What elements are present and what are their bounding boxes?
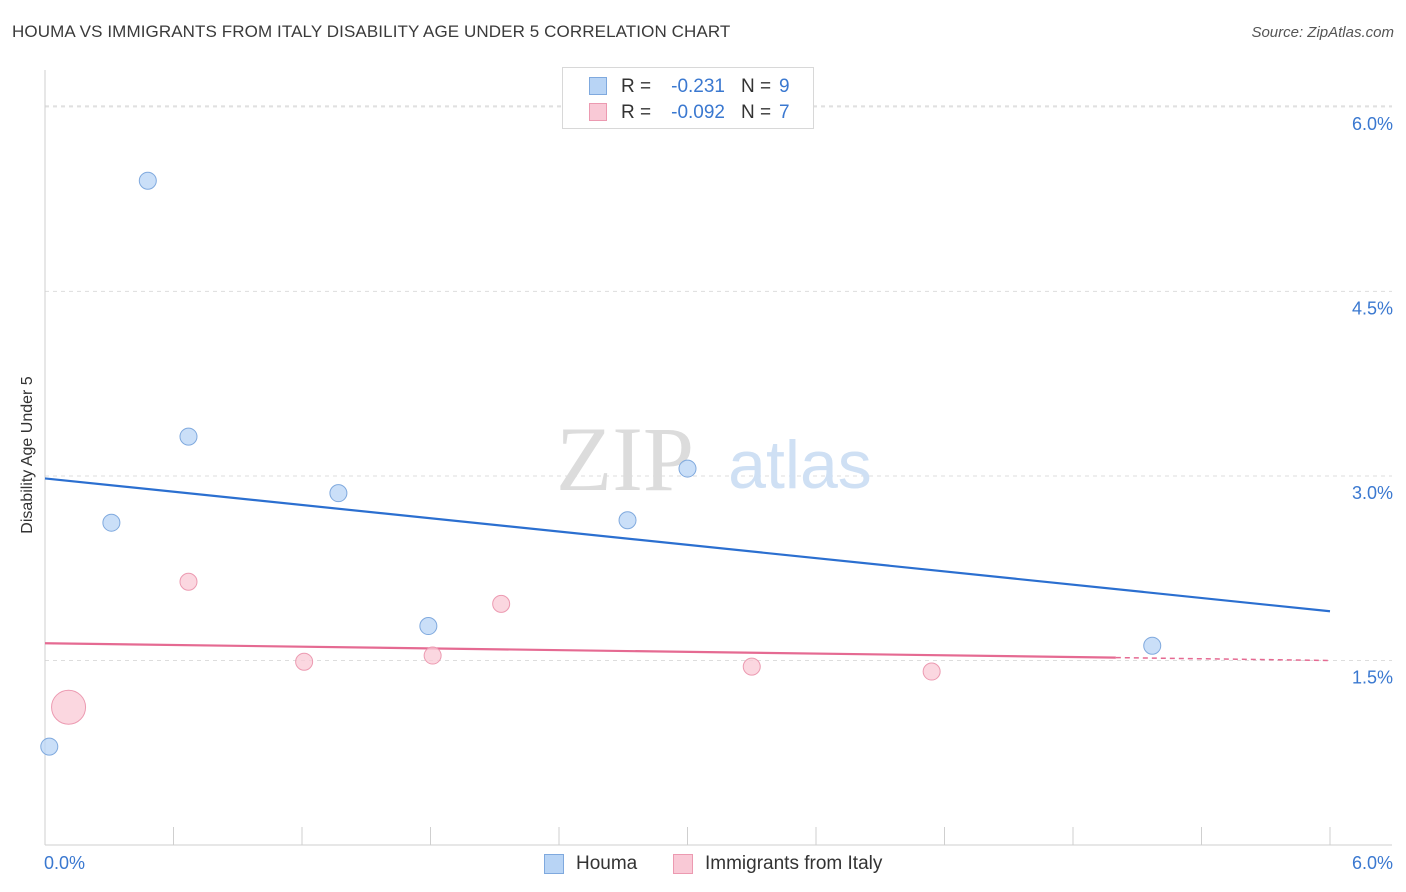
trend-line-houma	[44, 477, 1331, 613]
source-label: Source: ZipAtlas.com	[1251, 24, 1394, 41]
data-point-italy	[423, 646, 442, 665]
data-point-houma	[1143, 636, 1162, 655]
data-point-houma	[618, 511, 637, 530]
trend-lines	[44, 477, 1331, 662]
houma-swatch	[589, 77, 607, 95]
data-point-italy	[922, 662, 941, 681]
data-point-houma	[40, 737, 59, 756]
n-label: N =	[741, 102, 772, 123]
data-point-houma	[138, 171, 157, 190]
y-tick-label: 4.5%	[1352, 298, 1393, 318]
series-legend: Houma Immigrants from Italy	[0, 852, 1406, 878]
y-tick-label: 1.5%	[1352, 667, 1393, 687]
n-label: N =	[741, 76, 772, 97]
r-value: -0.231	[671, 76, 725, 97]
data-points	[40, 171, 1162, 756]
watermark: ZIP atlas	[556, 408, 872, 510]
r-label: R =	[621, 102, 652, 123]
tick-labels: 6.0% 4.5% 3.0% 1.5% 0.0% 6.0%	[44, 114, 1393, 873]
italy-legend-swatch	[673, 854, 693, 874]
r-label: R =	[621, 76, 652, 97]
houma-legend-swatch	[544, 854, 564, 874]
data-point-italy	[51, 689, 87, 725]
gridlines	[45, 105, 1392, 661]
n-value: 9	[779, 76, 790, 97]
data-point-italy	[742, 657, 761, 676]
y-tick-label: 3.0%	[1352, 483, 1393, 503]
italy-swatch	[589, 103, 607, 121]
legend-row-houma: R = -0.231 N = 9	[563, 74, 813, 100]
x-tick-label: 0.0%	[44, 853, 85, 873]
data-point-houma	[329, 484, 348, 503]
chart-title: HOUMA VS IMMIGRANTS FROM ITALY DISABILIT…	[12, 22, 731, 41]
data-point-italy	[295, 652, 314, 671]
data-point-houma	[102, 513, 121, 532]
data-point-houma	[419, 617, 438, 636]
data-point-italy	[179, 572, 198, 591]
r-value: -0.092	[671, 102, 725, 123]
data-point-houma	[678, 459, 697, 478]
legend-row-italy: R = -0.092 N = 7	[563, 100, 813, 126]
n-value: 7	[779, 102, 790, 123]
data-point-italy	[492, 594, 511, 613]
watermark-zip: ZIP	[556, 408, 694, 510]
axes	[44, 70, 1392, 846]
correlation-legend: R = -0.231 N = 9 R = -0.092 N = 7	[562, 67, 814, 129]
data-point-houma	[179, 427, 198, 446]
watermark-atlas: atlas	[728, 427, 872, 503]
houma-legend-label: Houma	[576, 853, 638, 874]
x-tick-label: 6.0%	[1352, 853, 1393, 873]
y-tick-label: 6.0%	[1352, 114, 1393, 134]
italy-legend-label: Immigrants from Italy	[705, 853, 883, 874]
trend-line-italy	[44, 642, 1116, 659]
